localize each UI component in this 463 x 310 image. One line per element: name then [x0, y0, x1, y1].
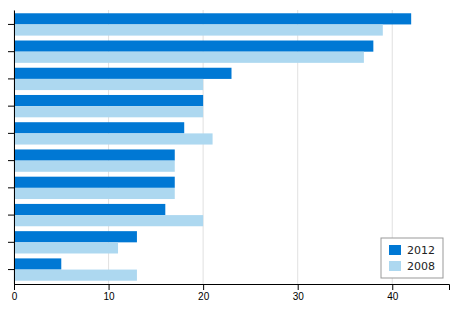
bar-series: [14, 24, 383, 280]
y-tick: [8, 242, 14, 243]
x-tick: 30: [293, 284, 305, 302]
y-tick: [8, 160, 14, 161]
bar: [14, 122, 184, 133]
bar: [14, 24, 383, 35]
x-tick: 20: [198, 284, 210, 302]
y-tick-mark: [8, 133, 14, 134]
x-tick-mark: [14, 284, 15, 290]
y-tick: [8, 215, 14, 216]
bar: [14, 188, 175, 199]
x-tick-label: 30: [293, 291, 305, 302]
y-tick-mark: [8, 106, 14, 107]
x-tick: 0: [12, 284, 18, 302]
y-tick: [8, 269, 14, 270]
y-tick-mark: [8, 160, 14, 161]
legend-swatch: [389, 261, 401, 271]
x-tick-mark: [392, 284, 393, 290]
bar: [14, 52, 364, 63]
y-tick-mark: [8, 187, 14, 188]
y-tick-mark: [8, 51, 14, 52]
legend-box: [381, 238, 443, 278]
legend-swatch: [389, 245, 401, 255]
bar: [14, 177, 175, 188]
bar: [14, 68, 232, 79]
y-tick: [8, 187, 14, 188]
bar: [14, 215, 203, 226]
y-tick-mark: [8, 242, 14, 243]
bar: [14, 106, 203, 117]
bar: [14, 79, 203, 90]
y-tick-mark: [8, 78, 14, 79]
y-tick: [8, 24, 14, 25]
y-tick: [8, 51, 14, 52]
y-axis: [8, 11, 15, 285]
y-tick-mark: [8, 269, 14, 270]
legend-item: 2008: [389, 260, 435, 273]
y-tick-mark: [8, 24, 14, 25]
bar: [14, 161, 175, 172]
chart: 0 10 20 30 40 2012 2008: [0, 0, 463, 310]
x-axis: 0 10 20 30 40: [12, 284, 450, 302]
legend: 2012 2008: [381, 238, 443, 278]
x-tick-mark: [109, 284, 110, 290]
x-tick: 40: [387, 284, 399, 302]
x-tick-mark: [203, 284, 204, 290]
grid-line: [14, 10, 15, 284]
legend-label: 2008: [407, 260, 435, 273]
bar: [14, 95, 203, 106]
x-tick: 10: [104, 284, 116, 302]
x-tick-label: 40: [387, 291, 399, 302]
legend-item: 2012: [389, 244, 435, 257]
y-tick: [8, 106, 14, 107]
plot: 0 10 20 30 40 2012 2008: [8, 10, 450, 302]
grid: [14, 10, 392, 284]
x-axis-line: [15, 285, 450, 291]
bar: [14, 204, 165, 215]
bar: [14, 242, 118, 253]
bar-series: [14, 13, 411, 269]
bar: [14, 13, 411, 24]
x-tick-mark: [298, 284, 299, 290]
bar: [14, 149, 175, 160]
y-axis-line: [14, 11, 15, 285]
bars: [14, 13, 411, 280]
y-tick: [8, 78, 14, 79]
legend-label: 2012: [407, 244, 435, 257]
x-tick-label: 0: [12, 291, 18, 302]
bar: [14, 258, 61, 269]
bar: [14, 133, 213, 144]
bar: [14, 270, 137, 281]
bar: [14, 231, 137, 242]
bar: [14, 41, 373, 52]
y-tick: [8, 133, 14, 134]
y-tick-mark: [8, 215, 14, 216]
x-tick-label: 20: [198, 291, 210, 302]
x-tick-label: 10: [104, 291, 116, 302]
